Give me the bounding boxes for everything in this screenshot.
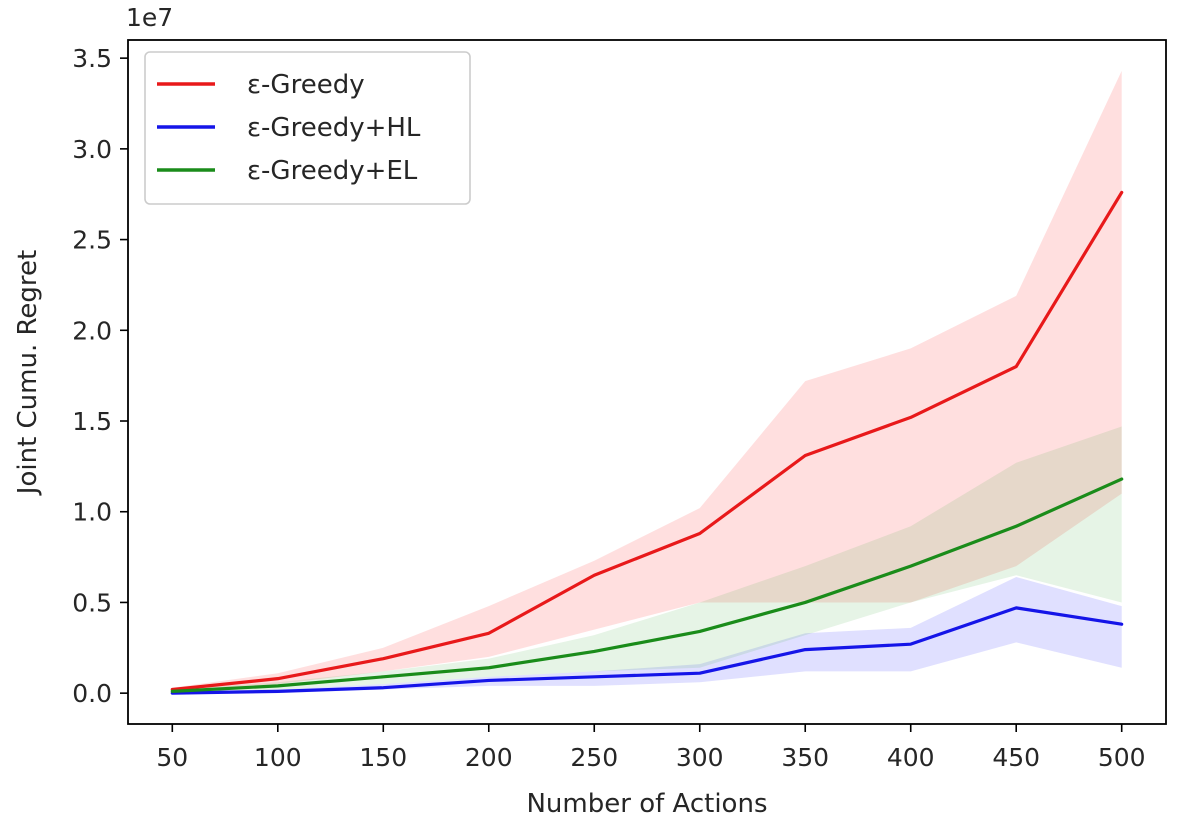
y-tick-label: 0.5 [72, 588, 112, 617]
legend-label-1: ε-Greedy [247, 70, 365, 100]
y-tick-label: 3.0 [72, 135, 112, 164]
legend-box [144, 51, 471, 205]
legend: ε-Greedy ε-Greedy+HL ε-Greedy+EL [144, 51, 471, 205]
y-tick-label: 3.5 [72, 44, 112, 73]
legend-label-2: ε-Greedy+HL [247, 113, 421, 143]
x-tick-label: 500 [1098, 743, 1146, 772]
y-axis-label: Joint Cumu. Regret [13, 250, 43, 496]
x-axis-ticks: 50 100 150 200 250 300 350 400 450 500 [156, 724, 1146, 772]
x-tick-label: 400 [887, 743, 935, 772]
y-axis-ticks: 0.0 0.5 1.0 1.5 2.0 2.5 3.0 3.5 [72, 44, 128, 708]
series-lines [170, 190, 1124, 695]
x-tick-label: 250 [570, 743, 618, 772]
y-axis-scale-label: 1e7 [126, 3, 173, 32]
y-tick-label: 2.5 [72, 226, 112, 255]
y-tick-label: 1.5 [72, 407, 112, 436]
band-series-2 [172, 577, 1122, 694]
x-tick-label: 450 [992, 743, 1040, 772]
x-tick-label: 300 [676, 743, 724, 772]
x-tick-label: 50 [156, 743, 188, 772]
x-tick-label: 100 [254, 743, 302, 772]
band-series-1 [172, 70, 1122, 692]
line-series-3 [170, 477, 1124, 693]
x-tick-label: 150 [359, 743, 407, 772]
line-series-1 [170, 190, 1124, 692]
legend-label-3: ε-Greedy+EL [247, 156, 418, 186]
y-tick-label: 1.0 [72, 498, 112, 527]
x-tick-label: 200 [465, 743, 513, 772]
x-tick-label: 350 [781, 743, 829, 772]
plot-frame [127, 39, 1167, 725]
y-tick-label: 0.0 [72, 679, 112, 708]
y-tick-label: 2.0 [72, 316, 112, 345]
x-axis-label: Number of Actions [526, 789, 767, 819]
line-series-2 [170, 606, 1124, 695]
